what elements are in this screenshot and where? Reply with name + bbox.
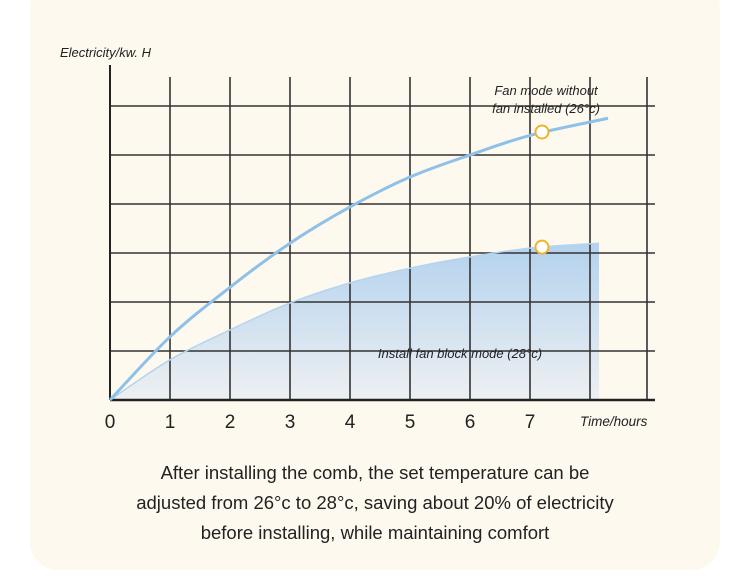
series-label-fan-block: Install fan block mode (28°c) (378, 346, 542, 361)
caption-line: After installing the comb, the set tempe… (160, 462, 590, 483)
caption-line: adjusted from 26°c to 28°c, saving about… (136, 492, 614, 513)
series-label-no-fan-line1: Fan mode without (494, 83, 599, 98)
data-marker-0 (534, 124, 550, 140)
y-axis-label: Electricity/kw. H (60, 45, 152, 60)
x-axis-label: Time/hours (580, 414, 648, 429)
series-area-fan-block (110, 243, 599, 400)
series-line-no-fan (108, 116, 609, 402)
x-tick-label: 6 (465, 412, 476, 433)
x-tick-label: 3 (285, 412, 296, 433)
series-line-fan-block (109, 242, 600, 401)
x-tick-label: 2 (225, 412, 236, 433)
x-tick-label: 0 (105, 412, 116, 433)
series-label-no-fan-line2: fan installed (26°c) (492, 101, 600, 116)
x-tick-label: 7 (525, 412, 536, 433)
caption: After installing the comb, the set tempe… (0, 458, 750, 548)
x-tick-label: 1 (165, 412, 176, 433)
x-tick-label: 5 (405, 412, 416, 433)
x-tick-label: 4 (345, 412, 356, 433)
data-marker-1 (534, 239, 550, 255)
caption-line: before installing, while maintaining com… (200, 522, 550, 543)
